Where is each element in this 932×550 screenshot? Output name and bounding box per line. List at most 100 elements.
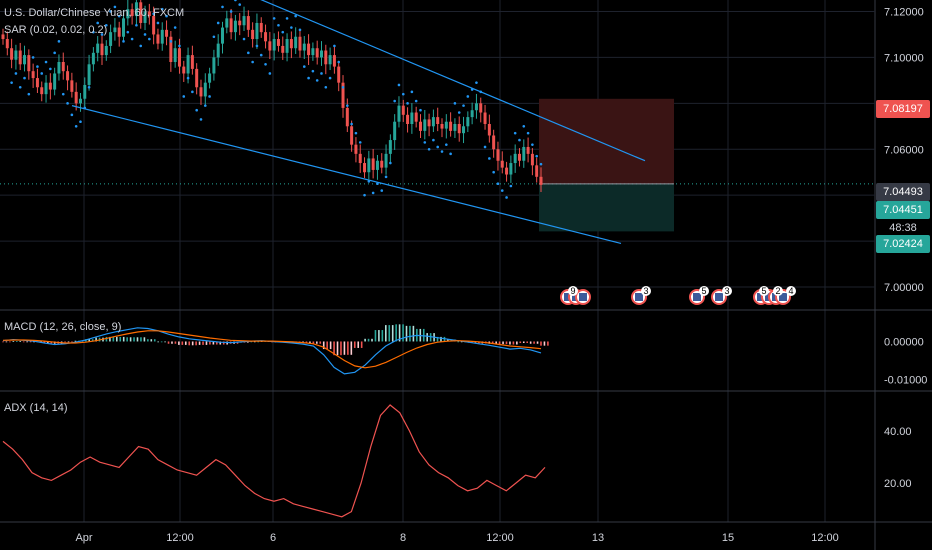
candle-body [388, 140, 392, 154]
current-price-badge: 7.04451 [876, 201, 930, 219]
macd-histogram-bar [305, 341, 308, 343]
sar-dot [535, 154, 538, 158]
macd-tick-label: 0.00000 [884, 336, 924, 348]
candle-body [126, 9, 130, 19]
macd-histogram-bar [174, 341, 177, 344]
candle-body [410, 112, 414, 124]
sar-dot [346, 104, 349, 107]
candle-body [229, 18, 233, 33]
event-count: 3 [643, 286, 648, 296]
macd-histogram-bar [529, 341, 532, 344]
sar-dot [328, 76, 332, 80]
time-tick-label: Apr [75, 532, 92, 544]
sar-dot [255, 44, 259, 48]
sar-dot [414, 99, 418, 103]
price-tick-label: 7.10000 [884, 52, 924, 64]
macd-histogram-bar [540, 341, 542, 346]
sar-dot [139, 44, 143, 48]
signal-line [2, 330, 542, 369]
time-tick-label: 13 [592, 532, 604, 544]
macd-histogram-bar [2, 341, 4, 343]
candle-body [470, 110, 474, 118]
sar-dot [156, 21, 160, 25]
candle-body [221, 27, 225, 44]
us-flag-icon [711, 289, 727, 305]
candle-body [242, 16, 246, 26]
macd-histogram-bar [533, 341, 535, 344]
macd-histogram-bar [385, 325, 387, 342]
sar-dot [195, 108, 198, 112]
candle-body [246, 16, 250, 30]
sar-dot [148, 37, 151, 41]
candle-body [418, 121, 422, 131]
sar-dot [178, 44, 181, 48]
sar-dot [440, 150, 444, 153]
macd-histogram-bar [136, 337, 139, 342]
macd-histogram-bar [71, 341, 73, 343]
candle-body [152, 16, 156, 35]
event-count-bubble [773, 286, 783, 296]
macd-histogram-bar [191, 341, 194, 346]
macd-histogram-bar [502, 341, 504, 345]
candle-body [57, 62, 61, 74]
macd-histogram-bar [247, 341, 249, 343]
macd-histogram-bar [91, 339, 94, 342]
candle-body [462, 126, 466, 134]
macd-histogram-bar [329, 341, 332, 350]
candle-body [190, 55, 194, 69]
macd-histogram-bar [371, 338, 373, 342]
price-tick-label: 7.12000 [884, 6, 924, 18]
macd-histogram-bar [522, 341, 525, 343]
event-count: 2 [775, 286, 780, 296]
sar-dot [290, 26, 293, 29]
sar-dot [453, 102, 457, 105]
macd-histogram-bar [360, 341, 363, 348]
sar-dot [53, 51, 56, 55]
macd-histogram-bar [22, 341, 25, 343]
candle-body [539, 176, 543, 185]
sar-dot [264, 62, 267, 66]
candle-body [285, 39, 289, 53]
sar-dot [191, 90, 194, 94]
macd-histogram-bar [198, 341, 201, 345]
macd-histogram-bar [64, 341, 66, 343]
candle-body [212, 57, 216, 74]
macd-histogram-bar [374, 330, 377, 342]
macd-histogram-bar [171, 341, 173, 344]
candle-body [238, 20, 242, 26]
sar-dot [320, 72, 323, 75]
candle-body [272, 39, 276, 51]
macd-histogram-bar [9, 341, 11, 343]
candle-body [139, 2, 143, 23]
sar-dot [23, 76, 26, 80]
macd-histogram-bar [122, 336, 125, 342]
sar-dot [247, 51, 250, 55]
sar-dot [371, 191, 375, 195]
candle-body [5, 39, 9, 49]
event-flag-field [693, 293, 701, 301]
candle-body [332, 55, 336, 67]
macd-histogram-bar [216, 341, 218, 345]
sar-dot [87, 85, 91, 89]
candle-body [173, 48, 177, 62]
sar-dot [285, 17, 289, 20]
sar-dot [182, 95, 186, 98]
sar-dot [14, 72, 18, 75]
candle-body [18, 50, 22, 65]
candle-body [225, 18, 229, 28]
candle-body [160, 29, 164, 44]
macd-histogram-bar [343, 341, 346, 355]
sar-dot [457, 111, 461, 114]
candle-body [53, 73, 57, 90]
sar-dot [169, 40, 173, 43]
candle-body [436, 117, 440, 124]
macd-histogram-bar [367, 338, 370, 342]
last-price-badge: 7.04493 [876, 183, 930, 201]
sar-dot [427, 147, 431, 151]
macd-histogram-bar [202, 341, 204, 345]
candle-body [281, 45, 285, 53]
candle-body [423, 119, 427, 131]
sar-dot [350, 122, 353, 126]
candle-body [393, 121, 397, 141]
